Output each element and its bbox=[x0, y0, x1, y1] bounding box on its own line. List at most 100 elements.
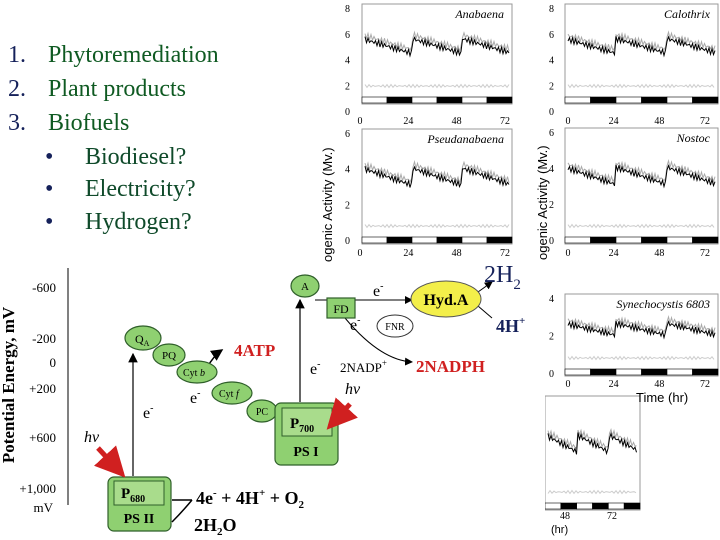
panel-x-tick: 72 bbox=[500, 116, 510, 127]
light-dark-bar bbox=[564, 96, 591, 104]
panel-title: Calothrix bbox=[664, 7, 711, 21]
svg-text:e-: e- bbox=[190, 388, 200, 407]
panel-y-tick: 2 bbox=[549, 332, 554, 343]
svg-text:e-: e- bbox=[143, 403, 153, 422]
bullet: • bbox=[45, 209, 53, 235]
electron-sup: - bbox=[317, 359, 320, 370]
cytf-italic: f bbox=[236, 389, 240, 400]
baseline-trace bbox=[567, 355, 715, 361]
panel-y-tick: 2 bbox=[345, 200, 350, 211]
panel-y-tick: 6 bbox=[345, 129, 350, 140]
activity-trace bbox=[567, 158, 716, 184]
light-arrow bbox=[94, 445, 126, 478]
electron-label: e bbox=[350, 317, 357, 334]
p700-label: P bbox=[290, 416, 299, 432]
light-dark-bar bbox=[486, 96, 513, 104]
oxygen-mid: + 4H bbox=[217, 488, 259, 508]
hplus-label: 4H bbox=[496, 316, 519, 336]
panel-x-tick: 48 bbox=[560, 511, 570, 522]
panel-y-tick: 4 bbox=[345, 56, 350, 67]
fnr-label: FNR bbox=[385, 322, 405, 333]
oxygen-osub: 2 bbox=[298, 499, 304, 511]
panel-y-tick: 0 bbox=[549, 236, 554, 247]
oxygen-hsup: + bbox=[259, 487, 265, 499]
light-dark-bar bbox=[590, 368, 617, 376]
qa-node bbox=[124, 325, 162, 351]
svg-text:e-: e- bbox=[310, 359, 320, 378]
ps1-label: PS I bbox=[293, 445, 318, 460]
panel-x-tick: 24 bbox=[403, 248, 413, 259]
pq-label: PQ bbox=[162, 350, 176, 362]
light-dark-bar bbox=[615, 96, 642, 104]
panel-title: Anabaena bbox=[454, 7, 504, 21]
light-dark-bar bbox=[615, 236, 642, 244]
activity-trace bbox=[547, 427, 637, 450]
topic-list: 1. Phytoremediation 2. Plant products 3.… bbox=[8, 42, 219, 235]
panel-x-tick: 48 bbox=[654, 248, 664, 259]
panel-x-tick: 72 bbox=[500, 248, 510, 259]
oxygen-o: + O bbox=[265, 488, 298, 508]
panel-x-tick: 72 bbox=[700, 248, 710, 259]
light-dark-bar bbox=[544, 502, 562, 510]
list-item: Biofuels bbox=[48, 110, 129, 136]
electron-label: e bbox=[310, 361, 317, 378]
activity-trace bbox=[567, 164, 716, 189]
nadp-label: 2NADP bbox=[340, 360, 382, 375]
panel-x-tick: 24 bbox=[609, 116, 619, 127]
light-dark-bar bbox=[692, 368, 719, 376]
z-unit: mV bbox=[34, 500, 54, 515]
bullet: • bbox=[45, 176, 53, 202]
light-dark-bar bbox=[608, 502, 625, 510]
activity-trace bbox=[364, 159, 510, 186]
pq-node bbox=[152, 343, 186, 367]
panel-x-tick: 24 bbox=[609, 379, 619, 390]
panel-x-tick: 0 bbox=[566, 248, 571, 259]
light-dark-bar bbox=[692, 96, 719, 104]
hv-label: hν bbox=[345, 381, 361, 398]
p680-label: P bbox=[121, 486, 130, 502]
panel-y-tick: 6 bbox=[549, 30, 554, 41]
electron-sup: - bbox=[197, 388, 200, 399]
svg-text:e-: e- bbox=[350, 315, 360, 334]
p700-sub: 700 bbox=[299, 424, 314, 435]
electron-sup: - bbox=[380, 281, 383, 292]
light-dark-bar bbox=[641, 96, 668, 104]
svg-text:QA: QA bbox=[135, 332, 150, 348]
activity-trace bbox=[364, 36, 510, 58]
activity-trace bbox=[567, 30, 716, 53]
qa-label: Q bbox=[135, 332, 144, 346]
light-dark-bar bbox=[623, 502, 641, 510]
panel-x-tick: 48 bbox=[452, 116, 462, 127]
water-split bbox=[171, 499, 193, 523]
water-b: O bbox=[223, 515, 237, 535]
nadph-label: 2NADPH bbox=[416, 357, 485, 376]
z-scheme: Potential Energy, mV -600 -200 0 +200 +6… bbox=[0, 262, 545, 540]
panel-y-tick: 0 bbox=[549, 107, 554, 118]
cytb-node bbox=[176, 360, 218, 384]
light-dark-bar bbox=[411, 96, 438, 104]
light-dark-bar bbox=[641, 368, 668, 376]
baseline-trace bbox=[364, 223, 510, 229]
baseline-trace bbox=[567, 223, 715, 229]
light-dark-bar bbox=[461, 96, 488, 104]
svg-text:Cyt f: Cyt f bbox=[219, 389, 240, 400]
electron-label: e bbox=[373, 283, 380, 300]
panel-x-tick: 0 bbox=[566, 116, 571, 127]
light-dark-bar bbox=[576, 502, 593, 510]
panel-y-tick: 2 bbox=[549, 200, 554, 211]
electron-sup: - bbox=[150, 403, 153, 414]
light-dark-bar bbox=[386, 96, 413, 104]
water-sub: 2 bbox=[217, 526, 223, 538]
activity-trace bbox=[567, 320, 716, 340]
light-dark-bar bbox=[666, 96, 693, 104]
light-dark-bar bbox=[486, 236, 513, 244]
h2-label: 2H bbox=[484, 262, 513, 288]
list-marker: 3. bbox=[8, 110, 26, 136]
svg-text:4H+: 4H+ bbox=[496, 315, 525, 336]
panel-y-tick: 0 bbox=[345, 107, 350, 118]
light-dark-bar bbox=[590, 96, 617, 104]
svg-text:Cyt b: Cyt b bbox=[183, 368, 205, 379]
list-marker: 2. bbox=[8, 76, 26, 102]
panel-y-tick: 8 bbox=[345, 4, 350, 15]
